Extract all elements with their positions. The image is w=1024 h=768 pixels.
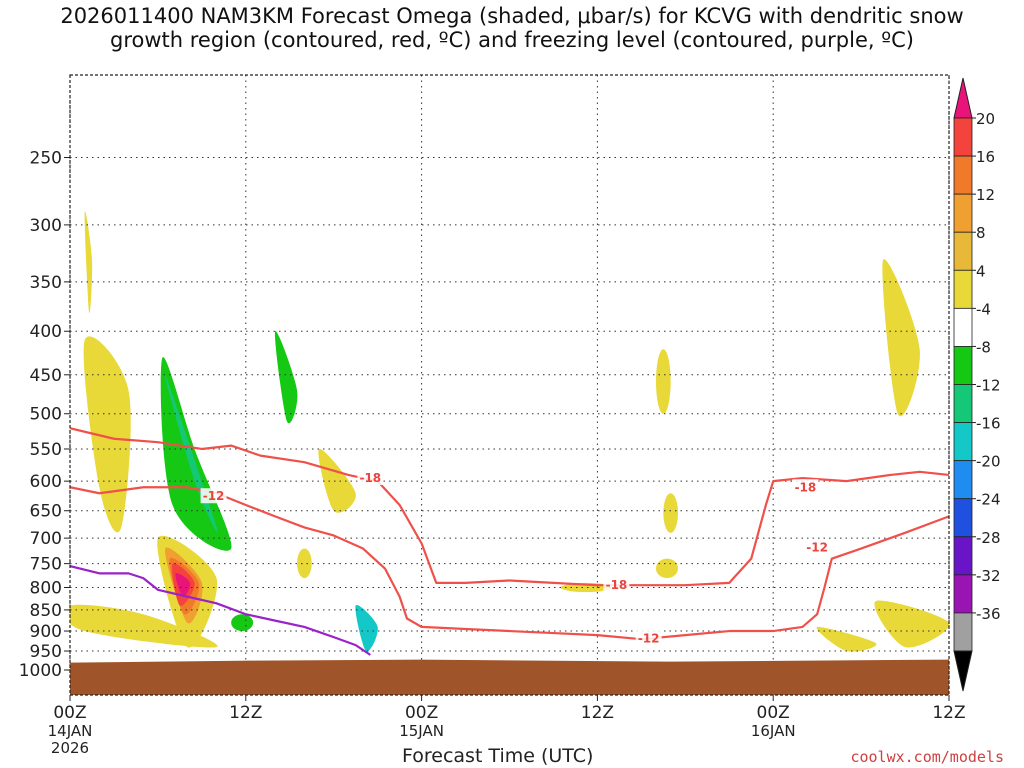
y-tick-label-700: 700 [30, 529, 62, 549]
y-tick-label-300: 300 [30, 216, 62, 236]
y-tick-label-250: 250 [30, 148, 62, 168]
colorbar-swatch-7 [953, 384, 973, 423]
x-tick-label-24: 00Z [405, 703, 438, 723]
omega-region-17 [663, 493, 678, 533]
colorbar-label-5: -4 [976, 300, 991, 318]
contour-line-1 [70, 486, 949, 641]
colorbar-label-4: 4 [976, 262, 986, 280]
colorbar-label-11: -28 [976, 529, 1001, 547]
colorbar-swatch-5 [953, 307, 973, 347]
x-axis-label: Forecast Time (UTC) [402, 745, 594, 767]
colorbar-swatch-12 [953, 574, 973, 614]
colorbar-label-2: 12 [976, 186, 995, 204]
x-tick-label-48: 00Z [757, 703, 790, 723]
x-tick-label-12: 12Z [229, 703, 262, 723]
contour-label-bg-1 [200, 488, 227, 504]
omega-region-18 [656, 558, 678, 579]
y-tick-label-1000: 1000 [19, 661, 62, 681]
colorbar-swatch-6 [953, 346, 973, 385]
contour-label-bg-5 [804, 539, 831, 555]
colorbar-label-3: 8 [976, 224, 986, 242]
contour-label-1: -12 [203, 489, 225, 503]
omega-region-20 [874, 600, 949, 648]
colorbar-label-7: -12 [976, 377, 1001, 395]
y-tick-label-450: 450 [30, 366, 62, 386]
colorbar-swatch-11 [953, 536, 973, 576]
y-tick-label-600: 600 [30, 472, 62, 492]
colorbar-swatch-9 [953, 460, 973, 500]
omega-region-8 [160, 357, 232, 551]
y-tick-label-350: 350 [30, 273, 62, 293]
contour-label-3: -12 [638, 631, 660, 645]
omega-region-7 [175, 572, 191, 597]
omega-region-1 [83, 336, 131, 533]
omega-region-14 [297, 548, 312, 579]
contour-label-bg-3 [635, 630, 662, 646]
x-tick-label-36: 12Z [581, 703, 614, 723]
y-tick-label-650: 650 [30, 502, 62, 522]
colorbar-label-1: 16 [976, 148, 995, 166]
y-tick-label-950: 950 [30, 642, 62, 662]
omega-region-21 [816, 626, 877, 652]
y-tick-label-750: 750 [30, 555, 62, 575]
colorbar-swatch-3 [953, 231, 973, 271]
colorbar-label-10: -24 [976, 491, 1001, 509]
omega-region-10 [274, 330, 298, 424]
colorbar-swatch-8 [953, 422, 973, 462]
y-tick-label-500: 500 [30, 405, 62, 425]
y-tick-label-800: 800 [30, 578, 62, 598]
y-tick-label-900: 900 [30, 622, 62, 642]
colorbar-bottom-arrow [953, 650, 973, 692]
plot-frame [69, 74, 950, 696]
contour-line-2 [70, 565, 371, 656]
omega-region-19 [882, 259, 920, 417]
contour-label-0: -18 [359, 471, 381, 485]
chart-title: 2026011400 NAM3KM Forecast Omega (shaded… [0, 4, 1024, 52]
x-tick-date-0: 14JAN [48, 722, 93, 740]
colorbar-swatch-0 [953, 117, 973, 157]
omega-region-13 [318, 448, 356, 513]
colorbar-swatch-13 [953, 612, 973, 652]
colorbar-top-arrow [953, 77, 973, 119]
colorbar-label-0: 20 [976, 110, 995, 128]
colorbar-label-12: -32 [976, 567, 1001, 585]
omega-region-3 [70, 604, 218, 648]
omega-region-0 [84, 211, 93, 314]
omega-region-12 [355, 604, 378, 652]
y-tick-label-850: 850 [30, 601, 62, 621]
source-credit: coolwx.com/models [850, 748, 1004, 766]
colorbar-swatch-1 [953, 155, 973, 195]
x-tick-year-0: 2026 [51, 739, 89, 757]
chart-title-line2: growth region (contoured, red, ºC) and f… [110, 28, 914, 52]
x-tick-date-24: 15JAN [399, 722, 444, 740]
colorbar-label-8: -16 [976, 415, 1001, 433]
contour-label-bg-4 [792, 479, 819, 495]
contour-label-bg-2 [603, 577, 630, 593]
omega-region-16 [656, 349, 671, 414]
ground-surface [70, 659, 949, 695]
omega-region-11 [231, 614, 254, 632]
chart-title-line1: 2026011400 NAM3KM Forecast Omega (shaded… [60, 4, 964, 28]
colorbar-label-13: -36 [976, 605, 1001, 623]
colorbar-label-6: -8 [976, 338, 991, 356]
colorbar-label-9: -20 [976, 453, 1001, 471]
colorbar-swatch-2 [953, 193, 973, 233]
contour-label-4: -18 [795, 480, 817, 494]
x-tick-date-48: 16JAN [751, 722, 796, 740]
colorbar-swatch-10 [953, 498, 973, 538]
contour-line-0 [70, 427, 949, 587]
y-tick-label-400: 400 [30, 322, 62, 342]
x-tick-label-0: 00Z [53, 703, 86, 723]
colorbar-swatch-4 [953, 269, 973, 309]
contour-label-5: -12 [806, 541, 828, 555]
x-tick-label-60: 12Z [932, 703, 965, 723]
y-tick-label-550: 550 [30, 440, 62, 460]
contour-label-bg-0 [357, 470, 384, 486]
contour-label-2: -18 [606, 578, 628, 592]
